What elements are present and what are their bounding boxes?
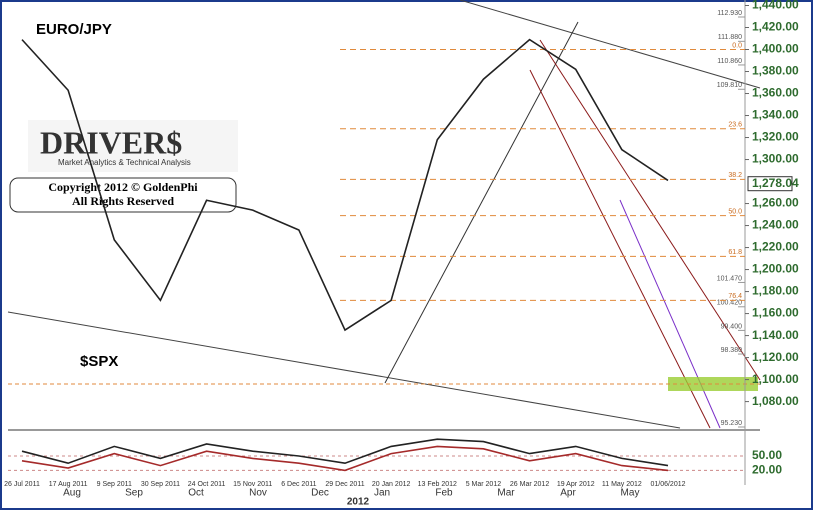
- osc-tick-label: 50.00: [752, 448, 782, 462]
- osc-tick-label: 20.00: [752, 463, 782, 477]
- y-tick-label: 1,200.00: [752, 262, 799, 276]
- y2-tick-label: 98.380: [721, 347, 743, 354]
- last-price-box: [747, 176, 793, 192]
- y-tick-label: 1,380.00: [752, 64, 799, 78]
- x-tick-label: 20 Jan 2012: [372, 481, 411, 488]
- x-tick-label: 13 Feb 2012: [418, 481, 457, 488]
- y-tick-label: 1,160.00: [752, 306, 799, 320]
- x-tick-label: 15 Nov 2011: [233, 481, 272, 488]
- fib-label: 38.2: [728, 172, 742, 179]
- logo: DRIVER$ Market Analytics & Technical Ana…: [9, 120, 238, 213]
- y-tick-label: 1,400.00: [752, 42, 799, 56]
- y-tick-label: 1,100.00: [752, 372, 799, 386]
- fib-label: 0.0: [732, 42, 742, 49]
- x-tick-label: 30 Sep 2011: [141, 481, 180, 488]
- y2-tick-label: 100.420: [717, 300, 742, 307]
- x-tick-label: 01/06/2012: [650, 481, 685, 488]
- x-tick-label: 6 Dec 2011: [281, 481, 316, 488]
- y-tick-label: 1,120.00: [752, 350, 799, 364]
- y-tick-label: 1,080.00: [752, 394, 799, 408]
- y2-tick-label: 112.930: [717, 10, 742, 17]
- y2-tick-label: 109.810: [717, 82, 742, 89]
- chart-title: EURO/JPY: [36, 21, 112, 38]
- y-tick-label: 1,240.00: [752, 218, 799, 232]
- trendlines: [7, 0, 761, 429]
- x-tick-label: 26 Mar 2012: [510, 481, 549, 488]
- month-label: Mar: [497, 488, 515, 499]
- month-label: Jan: [374, 488, 390, 499]
- x-tick-label: 17 Aug 2011: [49, 481, 88, 488]
- last-price-label: 1,278.04: [752, 176, 799, 190]
- y2-tick-label: 111.880: [718, 34, 742, 41]
- y-tick-label: 1,340.00: [752, 108, 799, 122]
- month-label: Dec: [311, 488, 329, 499]
- fib-label: 23.6: [728, 122, 742, 129]
- y2-tick-label: 110.860: [717, 58, 742, 65]
- x-tick-label: 5 Mar 2012: [466, 481, 502, 488]
- logo-text: DRIVER$: [40, 124, 182, 160]
- y-tick-label: 1,300.00: [752, 152, 799, 166]
- x-tick-label: 9 Sep 2011: [97, 481, 132, 488]
- y-tick-label: 1,260.00: [752, 196, 799, 210]
- copyright: Copyright 2012 © GoldenPhi: [48, 180, 198, 194]
- subtitle: $SPX: [80, 353, 118, 370]
- series-line: [21, 445, 669, 472]
- y-tick-label: 1,180.00: [752, 284, 799, 298]
- x-tick-label: 26 Jul 2011: [4, 481, 40, 488]
- fib-label: 61.8: [728, 249, 742, 256]
- y-tick-label: 1,440.00: [752, 0, 799, 12]
- fib-label: 50.0: [728, 208, 742, 215]
- month-label: Sep: [125, 488, 143, 499]
- year-label: 2012: [347, 497, 370, 508]
- x-tick-label: 11 May 2012: [602, 481, 642, 488]
- x-tick-label: 24 Oct 2011: [188, 481, 226, 488]
- y2-tick-label: 99.400: [721, 323, 743, 330]
- logo-tagline: Market Analytics & Technical Analysis: [58, 158, 191, 167]
- y-tick-label: 1,220.00: [752, 240, 799, 254]
- series-line: [21, 438, 669, 467]
- month-label: Oct: [188, 488, 204, 499]
- y2-tick-label: 95.230: [721, 420, 743, 427]
- y-tick-label: 1,360.00: [752, 86, 799, 100]
- month-label: Apr: [560, 488, 576, 499]
- y-tick-label: 1,420.00: [752, 20, 799, 34]
- month-label: Nov: [249, 488, 267, 499]
- month-label: Aug: [63, 488, 81, 499]
- copyright: All Rights Reserved: [72, 194, 174, 208]
- series-line: [21, 38, 669, 332]
- month-label: May: [621, 488, 640, 499]
- x-tick-label: 29 Dec 2011: [325, 481, 364, 488]
- y-tick-label: 1,140.00: [752, 328, 799, 342]
- fib-label: 76.4: [728, 293, 742, 300]
- month-label: Feb: [435, 488, 453, 499]
- x-tick-label: 19 Apr 2012: [557, 481, 595, 488]
- y-tick-label: 1,320.00: [752, 130, 799, 144]
- y2-tick-label: 101.470: [717, 275, 742, 282]
